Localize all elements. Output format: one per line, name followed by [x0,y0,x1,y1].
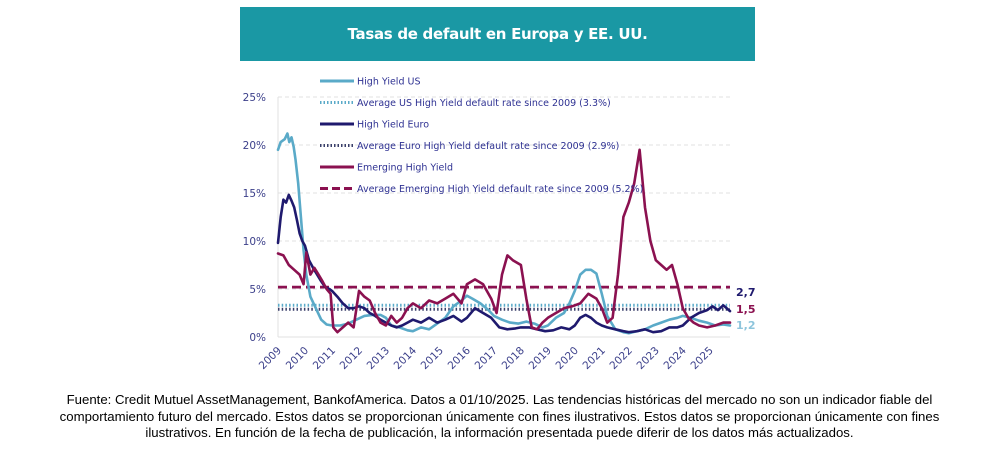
end-labels: 2,7 1,5 1,2 [736,286,756,332]
x-tick-label: 2015 [419,345,446,372]
legend-label: Emerging High Yield [357,163,453,174]
x-tick-label: 2010 [284,345,311,372]
y-axis-ticks: 0% 5% 10% 15% 20% 25% [243,92,266,344]
legend-label: Average Euro High Yield default rate sin… [357,141,619,152]
x-tick-label: 2018 [500,345,527,372]
line-chart: 0%5%10%15%20%25% 2009 2010 2011 2012 2013 201… [243,72,756,373]
chart-title: Tasas de default en Europa y EE. UU. [347,25,648,43]
x-tick-label: 2016 [446,344,474,372]
x-tick-label: 2023 [635,345,662,372]
footnote-line: Fuente: Credit Mutuel AssetManagement, B… [66,392,933,407]
x-tick-label: 2022 [608,345,635,372]
y-tick-label: 10% [243,236,266,248]
series-line [276,148,732,334]
x-tick-label: 2017 [473,345,500,372]
x-tick-label: 2011 [311,345,338,372]
source-footnote: Fuente: Credit Mutuel AssetManagement, B… [0,392,999,442]
legend: High Yield US Average US High Yield defau… [316,72,736,201]
y-tick-label: 20% [243,140,266,152]
footnote-line: ilustrativos. En función de la fecha de … [145,425,854,440]
chart-title-banner: Tasas de default en Europa y EE. UU. [240,7,755,61]
legend-label: High Yield US [357,77,420,88]
x-tick-label: 2013 [365,345,392,372]
x-tick-label: 2025 [688,345,715,372]
y-tick-label: 5% [249,284,266,296]
legend-label: High Yield Euro [357,120,429,131]
x-tick-label: 2021 [581,345,608,372]
y-tick-label: 15% [243,188,266,200]
gridlines [277,96,730,338]
y-tick-label: 25% [243,92,266,104]
legend-bg [316,72,736,201]
end-value-label: 1,5 [736,303,756,316]
end-value-label: 2,7 [736,286,756,299]
legend-label: Average Emerging High Yield default rate… [357,184,643,195]
x-axis-ticks: 2009 2010 2011 2012 2013 2014 2015 2016 2017 2018… [257,344,716,372]
x-tick-label: 2012 [338,345,365,372]
x-tick-label: 2014 [392,344,420,372]
end-value-label: 1,2 [736,319,756,332]
x-tick-label: 2020 [554,345,581,372]
series-lines [276,132,732,335]
legend-label: Average US High Yield default rate since… [357,98,611,109]
x-tick-label: 2024 [662,344,690,372]
y-tick-label: 0% [249,332,266,344]
footnote-line: comportamiento futuro del mercado. Estos… [59,408,940,424]
x-tick-label: 2009 [257,345,284,372]
x-tick-label: 2019 [527,345,554,372]
